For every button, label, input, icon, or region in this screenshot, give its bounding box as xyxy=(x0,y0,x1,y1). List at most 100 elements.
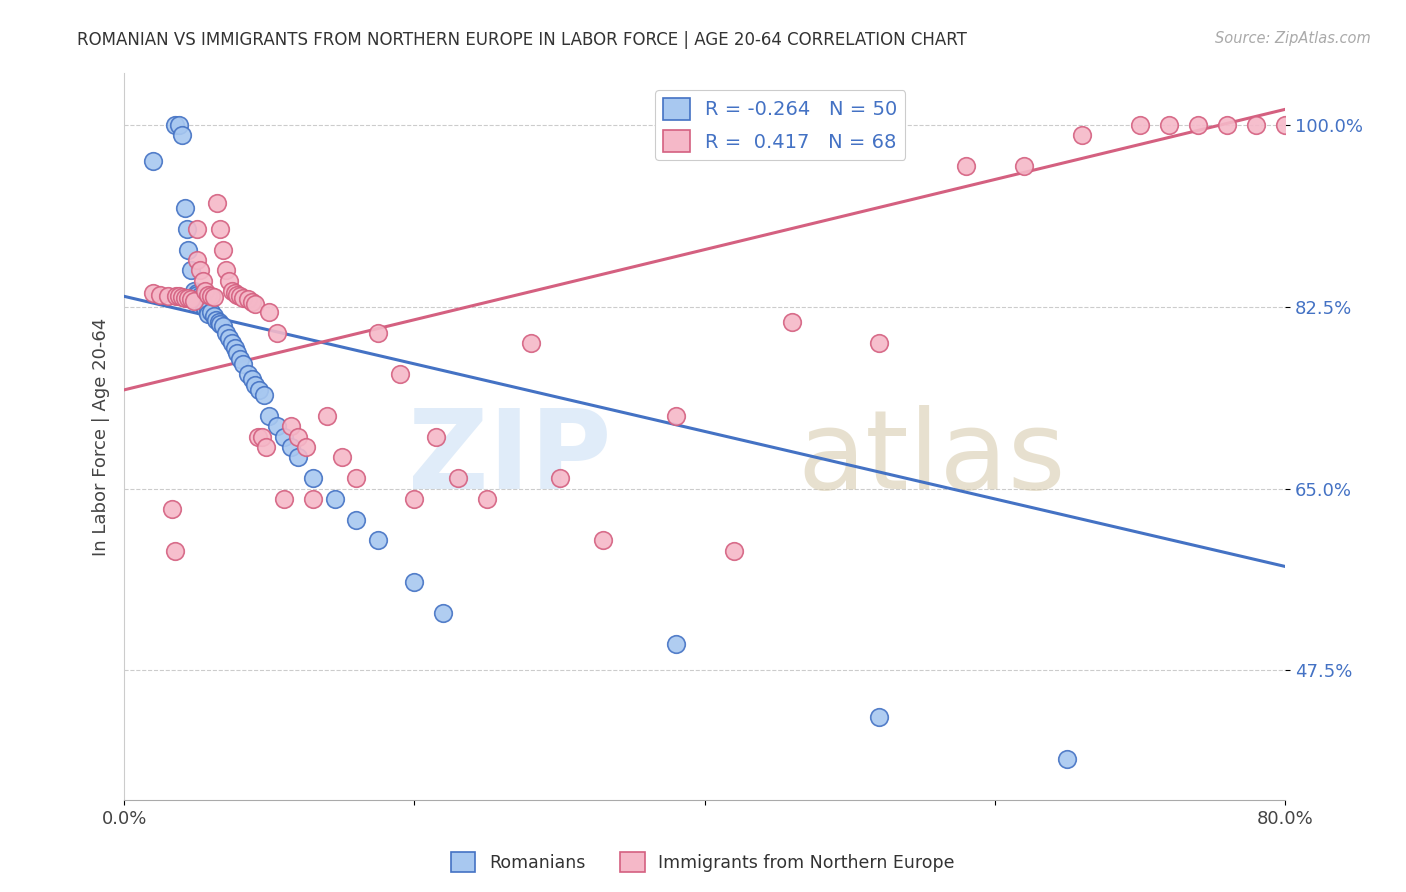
Point xyxy=(280,440,302,454)
Point xyxy=(221,336,243,351)
Point xyxy=(194,284,217,298)
Point xyxy=(1216,118,1239,132)
Point xyxy=(868,336,890,351)
Point xyxy=(323,491,346,506)
Point xyxy=(142,154,165,169)
Point xyxy=(186,288,208,302)
Point xyxy=(204,313,226,327)
Point xyxy=(1157,118,1180,132)
Point xyxy=(169,289,191,303)
Point xyxy=(212,319,235,334)
Point xyxy=(273,491,295,506)
Point xyxy=(186,252,208,267)
Point xyxy=(432,606,454,620)
Point xyxy=(215,263,238,277)
Text: Source: ZipAtlas.com: Source: ZipAtlas.com xyxy=(1215,31,1371,46)
Point xyxy=(287,429,309,443)
Point xyxy=(166,289,188,303)
Point xyxy=(548,471,571,485)
Point xyxy=(160,502,183,516)
Point xyxy=(197,288,219,302)
Point xyxy=(177,292,200,306)
Point xyxy=(252,388,274,402)
Point xyxy=(149,288,172,302)
Point xyxy=(868,710,890,724)
Point xyxy=(193,299,215,313)
Point xyxy=(955,160,977,174)
Point xyxy=(388,368,411,382)
Point xyxy=(218,274,240,288)
Point xyxy=(316,409,339,423)
Point xyxy=(177,243,200,257)
Point xyxy=(243,377,266,392)
Point xyxy=(186,222,208,236)
Point xyxy=(665,409,688,423)
Point xyxy=(1244,118,1267,132)
Point xyxy=(174,292,197,306)
Point xyxy=(259,409,281,423)
Point xyxy=(224,286,246,301)
Point xyxy=(207,315,229,329)
Point xyxy=(229,351,252,366)
Point xyxy=(186,286,208,301)
Point xyxy=(247,383,270,397)
Point xyxy=(190,292,212,306)
Point xyxy=(246,429,269,443)
Point xyxy=(1274,118,1296,132)
Point xyxy=(191,274,214,288)
Point xyxy=(197,302,219,317)
Point xyxy=(780,315,803,329)
Point xyxy=(665,637,688,651)
Point xyxy=(404,575,426,590)
Point xyxy=(367,326,389,340)
Point xyxy=(202,309,225,323)
Point xyxy=(188,263,211,277)
Point xyxy=(1012,160,1035,174)
Point xyxy=(519,336,541,351)
Point xyxy=(229,289,252,303)
Point xyxy=(404,491,426,506)
Point xyxy=(254,440,277,454)
Point xyxy=(232,292,254,306)
Point xyxy=(236,293,259,307)
Text: ZIP: ZIP xyxy=(408,405,612,512)
Point xyxy=(202,290,225,304)
Point xyxy=(243,296,266,310)
Point xyxy=(226,346,249,360)
Legend: Romanians, Immigrants from Northern Europe: Romanians, Immigrants from Northern Euro… xyxy=(444,845,962,879)
Point xyxy=(273,429,295,443)
Point xyxy=(1056,752,1078,766)
Text: ROMANIAN VS IMMIGRANTS FROM NORTHERN EUROPE IN LABOR FORCE | AGE 20-64 CORRELATI: ROMANIAN VS IMMIGRANTS FROM NORTHERN EUR… xyxy=(77,31,967,49)
Point xyxy=(208,318,231,332)
Point xyxy=(163,118,186,132)
Point xyxy=(240,372,263,386)
Point xyxy=(156,289,179,303)
Point xyxy=(174,201,197,215)
Point xyxy=(367,533,389,548)
Point xyxy=(172,290,194,304)
Point xyxy=(200,289,222,303)
Point xyxy=(169,118,191,132)
Point xyxy=(723,544,745,558)
Point xyxy=(212,243,235,257)
Point xyxy=(294,440,316,454)
Point xyxy=(330,450,353,465)
Point xyxy=(191,294,214,309)
Point xyxy=(215,326,238,340)
Point xyxy=(172,128,194,143)
Point xyxy=(224,341,246,355)
Point xyxy=(344,513,367,527)
Point xyxy=(250,429,273,443)
Point xyxy=(163,544,186,558)
Y-axis label: In Labor Force | Age 20-64: In Labor Force | Age 20-64 xyxy=(93,318,110,556)
Point xyxy=(221,284,243,298)
Point xyxy=(197,307,219,321)
Point xyxy=(266,419,288,434)
Point xyxy=(208,222,231,236)
Point xyxy=(232,357,254,371)
Legend: R = -0.264   N = 50, R =  0.417   N = 68: R = -0.264 N = 50, R = 0.417 N = 68 xyxy=(655,90,905,161)
Point xyxy=(188,289,211,303)
Point xyxy=(1071,128,1094,143)
Point xyxy=(183,293,205,308)
Point xyxy=(1187,118,1209,132)
